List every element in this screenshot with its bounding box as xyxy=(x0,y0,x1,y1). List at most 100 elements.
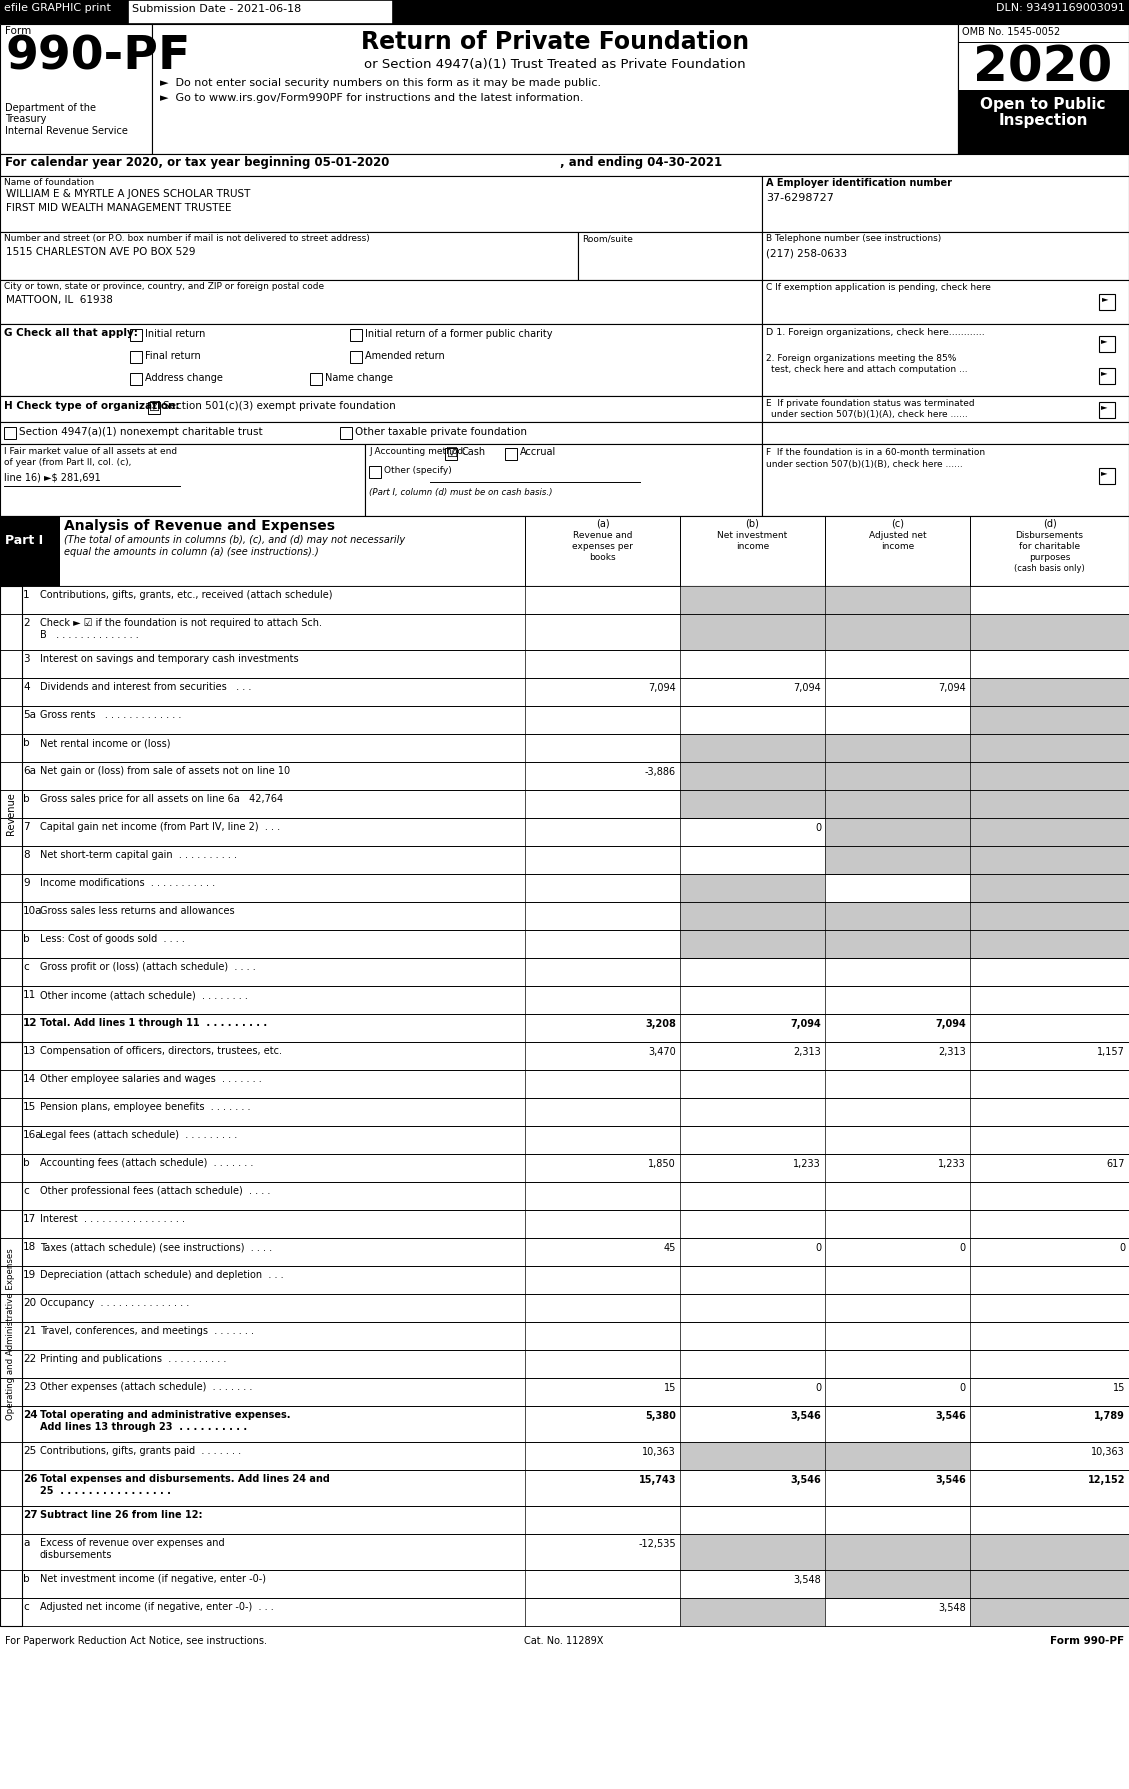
Bar xyxy=(825,846,970,875)
Bar xyxy=(1099,336,1115,352)
Bar xyxy=(0,1506,1129,1533)
Bar xyxy=(680,1442,825,1471)
Bar xyxy=(825,791,970,818)
Text: 15: 15 xyxy=(664,1383,676,1394)
Text: ►: ► xyxy=(1102,293,1109,302)
Bar xyxy=(0,1209,1129,1238)
Text: ►: ► xyxy=(1101,369,1108,377)
Bar xyxy=(1099,293,1115,309)
Bar xyxy=(825,1533,970,1571)
Bar xyxy=(0,707,1129,733)
Bar xyxy=(1099,469,1115,485)
Bar xyxy=(0,587,21,1041)
Text: Revenue: Revenue xyxy=(6,793,16,835)
Text: of year (from Part II, col. (c),: of year (from Part II, col. (c), xyxy=(5,458,131,467)
Bar xyxy=(970,707,1129,733)
Text: efile GRAPHIC print: efile GRAPHIC print xyxy=(5,4,111,13)
Text: Room/suite: Room/suite xyxy=(583,234,633,243)
Text: 15: 15 xyxy=(1112,1383,1124,1394)
Text: (Part I, column (d) must be on cash basis.): (Part I, column (d) must be on cash basi… xyxy=(369,488,552,497)
Text: Adjusted net income (if negative, enter -0-)  . . .: Adjusted net income (if negative, enter … xyxy=(40,1601,273,1612)
Bar xyxy=(0,587,1129,614)
Text: books: books xyxy=(589,553,615,562)
Bar xyxy=(959,23,1129,154)
Text: Occupancy  . . . . . . . . . . . . . . .: Occupancy . . . . . . . . . . . . . . . xyxy=(40,1299,190,1308)
Text: 24: 24 xyxy=(23,1410,37,1420)
Bar xyxy=(0,1183,1129,1209)
Text: (d): (d) xyxy=(1042,519,1057,530)
Text: or Section 4947(a)(1) Trust Treated as Private Foundation: or Section 4947(a)(1) Trust Treated as P… xyxy=(365,57,746,72)
Bar xyxy=(762,395,1129,422)
Text: Department of the: Department of the xyxy=(5,104,96,113)
Text: (The total of amounts in columns (b), (c), and (d) may not necessarily: (The total of amounts in columns (b), (c… xyxy=(64,535,405,546)
Text: 7: 7 xyxy=(23,821,29,832)
Text: Accrual: Accrual xyxy=(520,447,557,456)
Bar xyxy=(762,281,1129,324)
Bar xyxy=(970,614,1129,649)
Text: (a): (a) xyxy=(596,519,610,530)
Text: Gross sales less returns and allowances: Gross sales less returns and allowances xyxy=(40,905,235,916)
Bar xyxy=(825,733,970,762)
Text: Other expenses (attach schedule)  . . . . . . .: Other expenses (attach schedule) . . . .… xyxy=(40,1381,253,1392)
Text: Form 990-PF: Form 990-PF xyxy=(1050,1635,1124,1646)
Bar xyxy=(0,930,1129,957)
Text: 0: 0 xyxy=(960,1383,966,1394)
Bar xyxy=(0,395,762,422)
Text: for charitable: for charitable xyxy=(1019,542,1080,551)
Bar xyxy=(0,678,1129,707)
Bar xyxy=(148,403,160,413)
Bar xyxy=(0,902,1129,930)
Text: Printing and publications  . . . . . . . . . .: Printing and publications . . . . . . . … xyxy=(40,1354,227,1363)
Text: ►  Do not enter social security numbers on this form as it may be made public.: ► Do not enter social security numbers o… xyxy=(160,79,601,88)
Text: (c): (c) xyxy=(891,519,904,530)
Text: Inspection: Inspection xyxy=(998,113,1087,129)
Bar xyxy=(0,233,578,281)
Text: disbursements: disbursements xyxy=(40,1549,113,1560)
Bar xyxy=(0,1267,1129,1293)
Bar xyxy=(0,23,152,154)
Text: 3,548: 3,548 xyxy=(938,1603,966,1614)
Bar xyxy=(680,733,825,762)
Text: Add lines 13 through 23  . . . . . . . . . .: Add lines 13 through 23 . . . . . . . . … xyxy=(40,1422,247,1431)
Bar xyxy=(0,818,1129,846)
Bar xyxy=(970,875,1129,902)
Text: Contributions, gifts, grants, etc., received (attach schedule): Contributions, gifts, grants, etc., rece… xyxy=(40,590,333,599)
Text: 18: 18 xyxy=(23,1242,36,1252)
Text: 10a: 10a xyxy=(23,905,43,916)
Text: (b): (b) xyxy=(745,519,760,530)
Bar xyxy=(970,762,1129,791)
Text: , and ending 04-30-2021: , and ending 04-30-2021 xyxy=(560,156,723,168)
Text: purposes: purposes xyxy=(1029,553,1070,562)
Text: Other (specify): Other (specify) xyxy=(384,465,452,476)
Text: 0: 0 xyxy=(960,1243,966,1252)
Bar xyxy=(0,154,1129,175)
Text: OMB No. 1545-0052: OMB No. 1545-0052 xyxy=(962,27,1060,38)
Bar xyxy=(0,324,762,395)
Bar xyxy=(310,372,322,385)
Text: Other employee salaries and wages  . . . . . . .: Other employee salaries and wages . . . … xyxy=(40,1073,262,1084)
Text: 20: 20 xyxy=(23,1299,36,1308)
Bar xyxy=(970,818,1129,846)
Text: 7,094: 7,094 xyxy=(648,683,676,692)
Text: Income modifications  . . . . . . . . . . .: Income modifications . . . . . . . . . .… xyxy=(40,878,216,887)
Text: 27: 27 xyxy=(23,1510,37,1521)
Text: line 16) ►$ 281,691: line 16) ►$ 281,691 xyxy=(5,472,100,481)
Bar xyxy=(0,957,1129,986)
Text: Subtract line 26 from line 12:: Subtract line 26 from line 12: xyxy=(40,1510,202,1521)
Bar xyxy=(680,587,825,614)
Text: b: b xyxy=(23,1157,29,1168)
Bar xyxy=(0,1154,1129,1183)
Text: 15,743: 15,743 xyxy=(639,1474,676,1485)
Text: 3: 3 xyxy=(23,655,29,664)
Text: Gross profit or (loss) (attach schedule)  . . . .: Gross profit or (loss) (attach schedule)… xyxy=(40,962,256,971)
Text: 23: 23 xyxy=(23,1381,36,1392)
Bar xyxy=(0,846,1129,875)
Bar xyxy=(970,1533,1129,1571)
Text: Other professional fees (attach schedule)  . . . .: Other professional fees (attach schedule… xyxy=(40,1186,270,1197)
Text: Return of Private Foundation: Return of Private Foundation xyxy=(361,30,749,54)
Text: Initial return of a former public charity: Initial return of a former public charit… xyxy=(365,329,552,338)
Text: 26: 26 xyxy=(23,1474,37,1485)
Bar xyxy=(970,1598,1129,1626)
Bar xyxy=(825,930,970,957)
Text: WILLIAM E & MYRTLE A JONES SCHOLAR TRUST: WILLIAM E & MYRTLE A JONES SCHOLAR TRUST xyxy=(6,190,251,199)
